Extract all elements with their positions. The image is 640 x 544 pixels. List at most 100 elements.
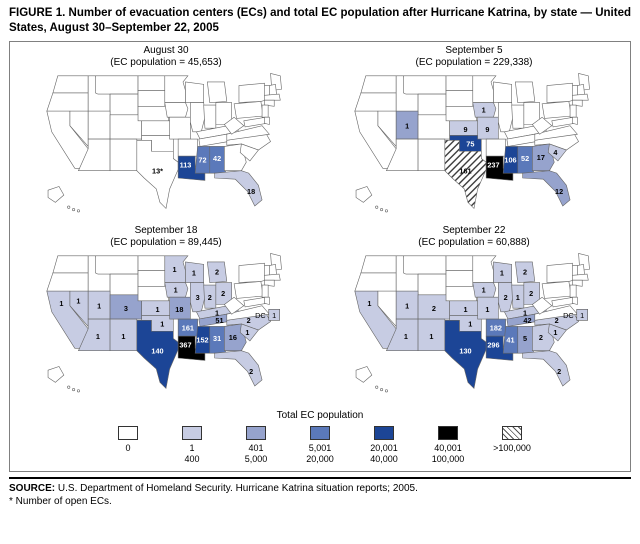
state-label-NC: 2: [555, 316, 559, 325]
state-PA: [233, 100, 264, 119]
state-WY: [109, 93, 139, 115]
state-VA: [534, 125, 578, 141]
footnote: * Number of open ECs.: [9, 496, 112, 508]
state-HI: [72, 387, 76, 392]
state-label-LA: 113: [180, 160, 192, 169]
state-FL: [522, 170, 571, 207]
state-VT: [264, 265, 270, 276]
state-label-NM: 1: [121, 332, 125, 341]
state-label-FL: 18: [247, 187, 255, 196]
legend-title: Total EC population: [276, 409, 364, 421]
state-IA: [472, 282, 497, 298]
state-IA: [164, 102, 189, 118]
state-UT: [87, 110, 111, 140]
state-label-MO: 1: [485, 305, 489, 314]
panel-subtitle: (EC population = 229,338): [415, 57, 533, 69]
state-MD: [243, 296, 268, 308]
state-WY: [109, 273, 139, 295]
legend-label-low: 401: [248, 442, 264, 453]
panel-1: August 30 (EC population = 45,653) 13* 113 7…: [12, 45, 320, 223]
state-label-KS: 9: [463, 125, 467, 134]
state-HI: [67, 205, 71, 209]
legend-item-0: 0: [106, 425, 150, 454]
state-HI: [384, 389, 388, 393]
state-DE: [572, 116, 578, 125]
state-MI: [207, 81, 228, 103]
state-WV: [531, 296, 553, 315]
state-AR: [485, 138, 506, 157]
state-label-TN: 42: [523, 316, 531, 325]
state-label-MO: 9: [485, 125, 489, 134]
state-MD: [243, 116, 268, 128]
state-OR: [354, 92, 397, 112]
state-label-TX: 161: [459, 166, 471, 175]
state-label-CA: 1: [59, 299, 63, 308]
legend-label-low: 40,001: [434, 442, 462, 453]
legend-label-low: 5,001: [308, 442, 332, 453]
state-NH: [577, 83, 585, 96]
figure-box: August 30 (EC population = 45,653) 13* 113 7…: [9, 40, 631, 473]
state-MN: [472, 255, 497, 283]
state-label-SC: 4: [553, 148, 558, 157]
state-PA: [233, 280, 264, 299]
legend: Total EC population 0 1 400 401 5,000 5,001 20…: [12, 410, 628, 466]
state-label-TN: 51: [215, 316, 223, 325]
map-panels: August 30 (EC population = 45,653) 13* 113 7…: [12, 45, 628, 403]
divider-rule: [9, 477, 631, 480]
legend-item-4: 20,001 40,000: [362, 425, 406, 466]
state-NE: [445, 105, 477, 122]
us-map-panel-1: 13* 113 72 42 18: [46, 72, 282, 213]
state-IA: [164, 282, 189, 298]
dc-label: DC: [563, 311, 574, 320]
state-MO: [169, 116, 191, 140]
state-AK: [355, 186, 373, 203]
state-label-TX: 13*: [152, 166, 163, 175]
dc-label: DC: [255, 311, 266, 320]
legend-item-6: >100,000: [490, 425, 534, 454]
state-MA: [264, 273, 281, 281]
state-CT: [264, 279, 275, 287]
state-label-KS: 1: [155, 305, 159, 314]
state-AK: [355, 366, 373, 383]
state-TX: [136, 139, 179, 209]
legend-swatch-5: [438, 425, 458, 440]
state-label-MI: 2: [523, 267, 527, 276]
legend-label-low: >100,000: [493, 442, 531, 453]
state-label-IN: 2: [208, 293, 212, 302]
state-label-FL: 12: [555, 187, 563, 196]
state-label-TX: 140: [151, 346, 163, 355]
state-WA: [52, 75, 89, 94]
state-WY: [417, 93, 447, 115]
state-label-AL: 52: [521, 154, 529, 163]
state-label-AL: 42: [213, 154, 221, 163]
state-FL: [522, 350, 571, 387]
state-label-CO: 2: [432, 304, 436, 313]
state-NJ: [261, 104, 269, 118]
state-label-UT: 1: [97, 301, 101, 310]
legend-item-1: 1 400: [170, 425, 214, 466]
legend-label-high: 400: [184, 454, 200, 465]
state-label-IA: 1: [482, 285, 486, 294]
panel-3: September 18 (EC population = 89,445) 1 1 1 1…: [12, 225, 320, 403]
state-OR: [46, 92, 89, 112]
state-NE: [445, 285, 477, 302]
state-VT: [264, 85, 270, 96]
state-label-OK: 1: [468, 320, 472, 329]
panel-date: September 5: [445, 44, 503, 56]
legend-label-high: 5,000: [244, 454, 268, 465]
state-label-WI: 1: [500, 268, 504, 277]
legend-swatch-3: [310, 425, 330, 440]
state-IL: [498, 102, 514, 132]
state-label-MN: 1: [172, 265, 176, 274]
state-SD: [137, 270, 166, 287]
state-WA: [52, 255, 89, 274]
state-label-LA: 296: [487, 340, 499, 349]
state-label-KS: 1: [463, 305, 467, 314]
state-HI: [380, 207, 384, 212]
state-OR: [46, 272, 89, 292]
state-label-FL: 2: [557, 367, 561, 376]
state-NM: [109, 138, 138, 171]
state-VT: [572, 265, 578, 276]
state-WV: [223, 116, 245, 135]
